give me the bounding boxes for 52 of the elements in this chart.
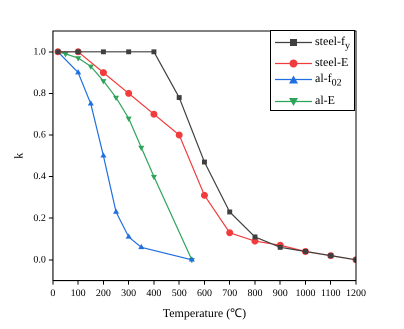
point bbox=[226, 229, 234, 236]
point bbox=[100, 79, 106, 84]
x-tick-label: 400 bbox=[146, 288, 162, 300]
x-tick-label: 1000 bbox=[295, 288, 316, 300]
legend-label: steel-E bbox=[315, 55, 348, 70]
point bbox=[227, 209, 232, 214]
point bbox=[278, 244, 283, 250]
y-tick-label: 1.0 bbox=[33, 46, 46, 58]
x-tick-label: 1100 bbox=[320, 288, 341, 300]
point bbox=[150, 110, 158, 118]
point bbox=[176, 95, 182, 100]
legend-label: al-E bbox=[315, 92, 336, 107]
point bbox=[200, 192, 208, 199]
point bbox=[75, 69, 82, 74]
x-tick-label: 0 bbox=[50, 288, 56, 300]
x-tick-label: 800 bbox=[247, 288, 262, 300]
point bbox=[100, 152, 106, 158]
y-tick-label: 0.4 bbox=[33, 171, 46, 182]
y-tick-label: 0.2 bbox=[33, 212, 46, 224]
x-tick-label: 1200 bbox=[346, 288, 366, 300]
x-axis-title: Temperature (℃) bbox=[162, 306, 246, 320]
point bbox=[125, 90, 132, 97]
y-tick-label: 0.6 bbox=[33, 130, 46, 141]
point bbox=[113, 208, 120, 214]
point bbox=[113, 96, 120, 102]
point bbox=[138, 244, 144, 250]
x-tick-label: 700 bbox=[222, 288, 238, 300]
point bbox=[88, 100, 94, 106]
point bbox=[138, 146, 144, 151]
point bbox=[252, 234, 258, 240]
point bbox=[88, 64, 94, 70]
legend-label: al-f$_{02}$ bbox=[315, 71, 342, 89]
y-tick-label: 0.0 bbox=[33, 254, 46, 266]
x-tick-label: 100 bbox=[70, 288, 86, 300]
point bbox=[100, 69, 107, 76]
point bbox=[126, 49, 132, 54]
point bbox=[126, 233, 132, 239]
point bbox=[100, 49, 106, 54]
y-axis-title: k bbox=[11, 152, 26, 159]
x-tick-label: 300 bbox=[121, 288, 136, 300]
x-tick-label: 500 bbox=[172, 288, 187, 300]
x-tick-label: 900 bbox=[272, 288, 288, 300]
point bbox=[202, 160, 207, 165]
x-tick-label: 600 bbox=[196, 288, 212, 300]
x-tick-label: 200 bbox=[96, 288, 111, 300]
point bbox=[126, 116, 132, 122]
y-tick-label: 0.8 bbox=[33, 88, 46, 100]
legend-label: steel-f$_{y}$ bbox=[315, 34, 350, 52]
point bbox=[150, 174, 157, 180]
point bbox=[151, 49, 156, 54]
point bbox=[176, 132, 183, 138]
point bbox=[75, 56, 82, 62]
